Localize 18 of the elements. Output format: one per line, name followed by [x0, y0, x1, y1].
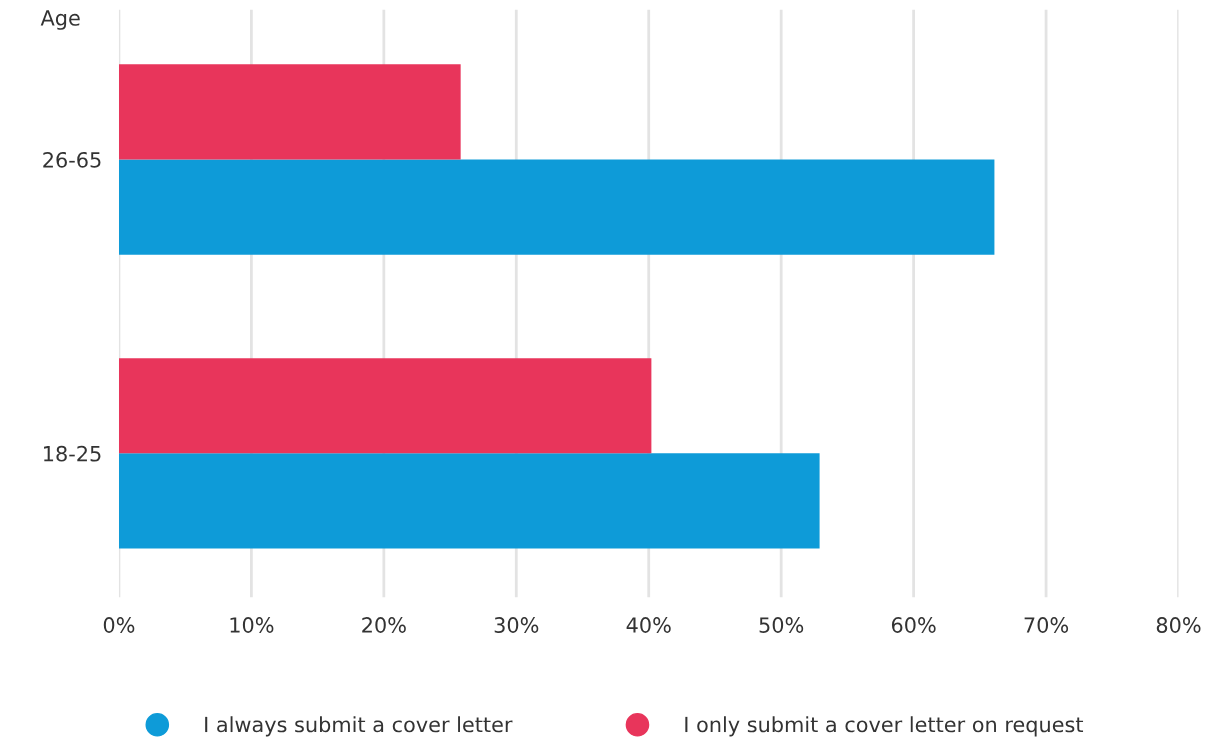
bar: [118, 64, 461, 160]
x-tick-label: 30%: [494, 617, 539, 633]
bar: [118, 159, 995, 255]
x-tick-label: 60%: [891, 617, 936, 633]
y-axis-title: Age: [40, 10, 80, 30]
x-tick-label: 70%: [1024, 617, 1069, 633]
bar: [118, 358, 652, 454]
x-tick-label: 50%: [759, 617, 804, 633]
x-tick-label: 0%: [103, 617, 135, 633]
x-tick-label: 80%: [1156, 617, 1201, 633]
legend-label: I always submit a cover letter: [205, 716, 513, 737]
bar: [118, 453, 820, 549]
y-tick-label: 18-25: [44, 445, 101, 462]
x-tick-label: 10%: [230, 617, 274, 633]
legend-label: I only submit a cover letter on request: [685, 716, 1084, 737]
y-tick-label: 26-65: [43, 151, 101, 168]
x-tick-label: 40%: [626, 617, 671, 633]
x-tick-label: 20%: [362, 617, 406, 633]
